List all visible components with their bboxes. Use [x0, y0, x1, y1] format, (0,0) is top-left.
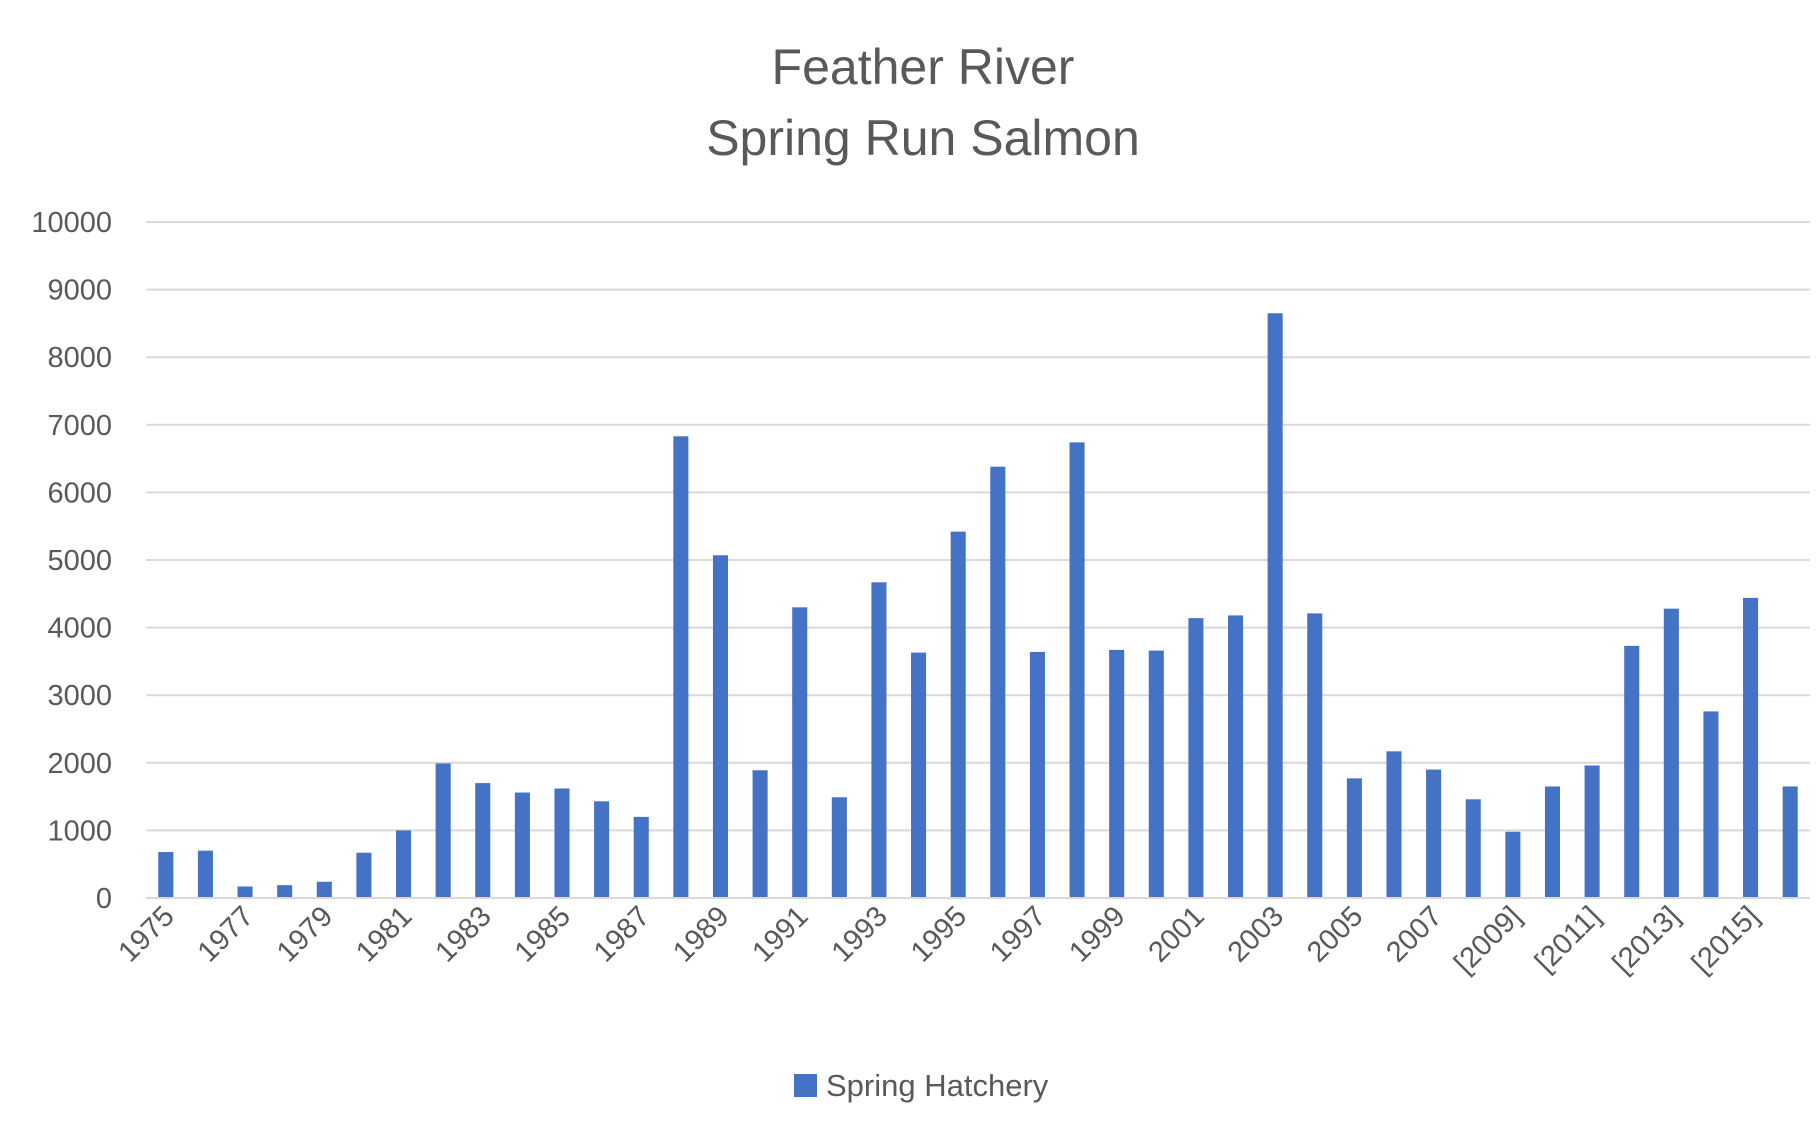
x-tick-label: [2013]: [1607, 900, 1687, 980]
x-tick-label: 2005: [1301, 900, 1369, 968]
bar-2014: [1703, 711, 1719, 898]
bar-2015: [1743, 597, 1759, 898]
bar-2011: [1584, 765, 1600, 898]
bar-1993: [871, 582, 887, 898]
chart-title-line-1: Feather River: [772, 39, 1075, 95]
bar-2010: [1544, 786, 1561, 898]
y-tick-label: 9000: [47, 275, 112, 307]
bar-2013: [1663, 608, 1679, 898]
x-tick-label: 2007: [1380, 900, 1448, 968]
x-tick-label: 1979: [271, 900, 339, 968]
bar-1996: [990, 466, 1006, 898]
bar-2003: [1267, 313, 1283, 898]
gridlines: [146, 221, 1810, 832]
bar-2006: [1386, 751, 1402, 898]
x-tick-label: 1993: [826, 900, 894, 968]
bar-1992: [831, 797, 847, 898]
y-tick-label: 6000: [47, 477, 112, 509]
x-tick-label: [2015]: [1686, 900, 1766, 980]
bar-2000: [1148, 650, 1164, 898]
y-tick-label: 3000: [47, 680, 112, 712]
bar-2008: [1465, 799, 1481, 898]
bar-1995: [950, 531, 966, 898]
bar-2009: [1505, 831, 1521, 898]
y-tick-label: 2000: [47, 748, 112, 780]
x-tick-label: 1995: [905, 900, 973, 968]
bar-1982: [435, 763, 451, 898]
x-tick-label: 1981: [350, 900, 418, 968]
bar-1988: [673, 436, 689, 898]
bar-1990: [752, 770, 768, 898]
x-tick-label: 1997: [984, 900, 1052, 968]
bars: [158, 313, 1798, 898]
x-tick-label: 1975: [113, 900, 181, 968]
bar-1979: [316, 881, 332, 898]
bar-1999: [1109, 649, 1125, 898]
bar-1981: [396, 830, 412, 898]
chart-title-line-2: Spring Run Salmon: [706, 110, 1140, 166]
legend-swatch-spring-hatchery: [794, 1074, 817, 1097]
bar-1998: [1069, 442, 1085, 898]
bar-1984: [514, 792, 530, 898]
x-axis-tick-labels: 1975 1977 1979 1981 1983 1985 1987 1989 1991 1993…: [113, 900, 1766, 980]
bar-2005: [1346, 778, 1362, 898]
bar-1986: [594, 801, 610, 898]
bar-1989: [712, 555, 729, 898]
chart-title: Feather River Spring Run Salmon: [706, 39, 1140, 166]
y-axis-tick-labels: 0 1000 2000 3000 4000 5000 6000 7000 8000 9000 100…: [31, 207, 112, 915]
bar-1977: [237, 886, 253, 898]
bar-1975: [158, 852, 174, 898]
x-tick-label: 1989: [667, 900, 735, 968]
y-tick-label: 10000: [31, 207, 112, 239]
x-tick-label: 2001: [1143, 900, 1211, 968]
bar-2016: [1782, 786, 1798, 898]
x-tick-label: [2011]: [1529, 900, 1607, 978]
x-tick-label: [2009]: [1448, 900, 1528, 980]
y-tick-label: 0: [96, 883, 112, 915]
bar-1978: [277, 885, 293, 898]
bar-2012: [1624, 645, 1640, 898]
bar-2002: [1228, 615, 1244, 898]
bar-1987: [633, 816, 649, 898]
y-tick-label: 5000: [47, 545, 112, 577]
x-tick-label: 1985: [509, 900, 577, 968]
bar-2007: [1426, 769, 1442, 898]
x-tick-label: 1999: [1063, 900, 1131, 968]
bar-1976: [197, 850, 213, 898]
y-tick-label: 8000: [47, 342, 112, 374]
y-tick-label: 1000: [47, 815, 112, 847]
bar-1994: [911, 652, 927, 898]
bar-2004: [1307, 613, 1323, 898]
legend-label-spring-hatchery: Spring Hatchery: [826, 1068, 1049, 1103]
bar-1985: [554, 788, 570, 898]
bar-2001: [1188, 618, 1204, 898]
legend: Spring Hatchery: [794, 1068, 1049, 1103]
y-tick-label: 7000: [47, 410, 112, 442]
y-tick-label: 4000: [47, 613, 112, 645]
bar-1980: [356, 852, 372, 898]
x-tick-label: 1991: [746, 900, 814, 968]
bar-1991: [792, 607, 808, 898]
x-tick-label: 1977: [192, 900, 260, 968]
x-tick-label: 2003: [1222, 900, 1290, 968]
bar-1997: [1029, 651, 1045, 898]
x-tick-label: 1983: [429, 900, 497, 968]
x-tick-label: 1987: [588, 900, 656, 968]
bar-1983: [475, 783, 491, 898]
